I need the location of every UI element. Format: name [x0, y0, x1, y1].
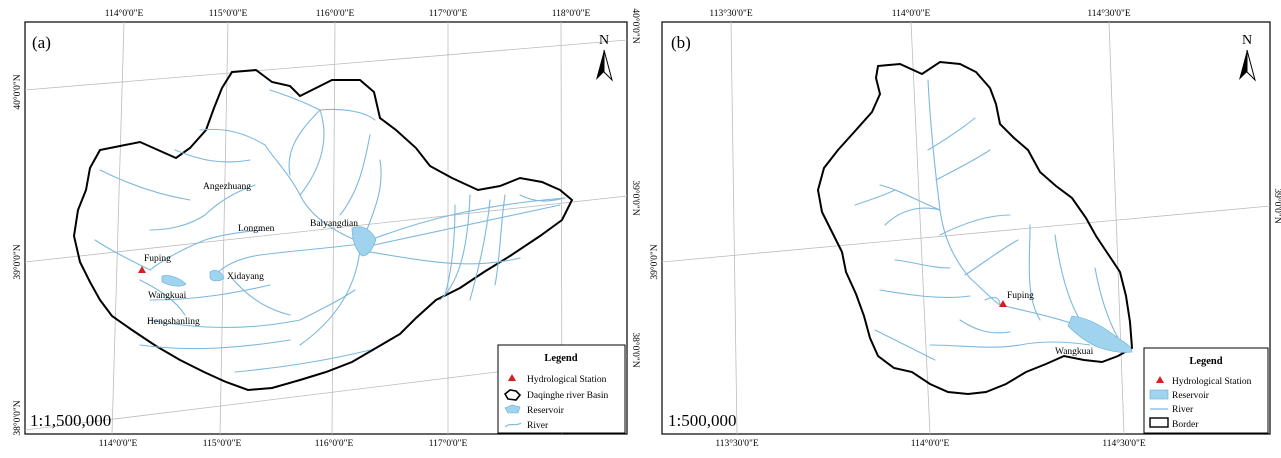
svg-text:N: N [599, 33, 609, 48]
tick-left-b-0: 39°0'0"N [649, 244, 660, 279]
place-angezhuang: Angezhuang [203, 182, 251, 192]
place-baiyangdian: Baiyangdian [310, 219, 358, 229]
tick-right-a-1: 39°0'0"N [630, 180, 641, 215]
legend-b-item-1: Reservoir [1172, 391, 1210, 401]
legend-a-station-symbol [508, 374, 516, 381]
tick-bottom-a-0: 114°0'0"E [99, 438, 138, 449]
tick-top-a-0: 114°0'0"E [105, 8, 144, 19]
tick-right-a-2: 38°0'0"N [630, 332, 641, 367]
panel-a-rivers [94, 89, 566, 373]
tick-bottom-b-0: 113°30'0"E [715, 438, 759, 449]
legend-a-river-symbol [504, 422, 522, 428]
tick-top-b-2: 114°30'0"E [1087, 8, 1131, 19]
tick-right-a-0: 40°0'0"N [630, 8, 641, 43]
wangkuai-reservoir-b [1067, 315, 1133, 353]
wangkuai-reservoir [161, 275, 187, 287]
legend-a-item-3: River [527, 421, 549, 431]
legend-a-title: Legend [544, 353, 577, 364]
panel-a: Angezhuang Longmen Baiyangdian Fuping Xi… [12, 8, 641, 449]
legend-b-item-2: River [1172, 405, 1194, 415]
place-xidayang: Xidayang [227, 272, 264, 282]
panel-b-scale: 1:500,000 [668, 411, 736, 430]
panel-a-scale: 1:1,500,000 [30, 411, 111, 430]
legend-a-item-0: Hydrological Station [527, 375, 607, 385]
tick-left-a-1: 39°0'0"N [12, 244, 23, 279]
panel-a-legend: Legend Hydrological Station Daqinghe riv… [497, 344, 626, 434]
tick-left-a-2: 38°0'0"N [12, 400, 23, 435]
svg-text:N: N [1242, 33, 1252, 48]
legend-b-reservoir-symbol [1149, 389, 1169, 400]
panel-a-label: (a) [32, 33, 51, 52]
legend-b-item-0: Hydrological Station [1172, 377, 1252, 387]
tick-bottom-b-2: 114°30'0"E [1102, 438, 1146, 449]
panel-b-graticule [662, 22, 1270, 434]
place-wangkuai-b: Wangkuai [1055, 347, 1094, 357]
tick-top-b-0: 113°30'0"E [709, 8, 753, 19]
north-arrow-b: N [1239, 33, 1256, 82]
fuping-basin-border [816, 60, 1134, 396]
panel-b: Fuping Wangkuai 113°30'0"E 114°0'0"E 114… [649, 8, 1281, 449]
tick-bottom-a-1: 115°0'0"E [203, 438, 242, 449]
legend-a-basin-symbol [503, 389, 522, 401]
place-fuping: Fuping [144, 254, 171, 264]
tick-bottom-a-2: 116°0'0"E [315, 438, 354, 449]
legend-a-reservoir-symbol [504, 404, 521, 414]
fuping-station-marker-b [999, 300, 1007, 307]
tick-top-a-2: 116°0'0"E [316, 8, 355, 19]
panel-b-label: (b) [671, 33, 691, 52]
legend-b-station-symbol [1156, 376, 1164, 383]
north-arrow-a: N [596, 33, 613, 82]
xidayang-reservoir [209, 270, 225, 282]
place-longmen: Longmen [238, 224, 275, 234]
place-fuping-b: Fuping [1007, 291, 1034, 301]
tick-top-a-1: 115°0'0"E [209, 8, 248, 19]
legend-a-item-1: Daqinghe river Basin [527, 391, 609, 401]
place-hengshanling: Hengshanling [147, 317, 200, 327]
tick-top-a-4: 118°0'0"E [552, 8, 591, 19]
legend-b-border-symbol [1149, 417, 1169, 428]
baiyangdian-reservoir [351, 226, 377, 257]
tick-top-b-1: 114°0'0"E [892, 8, 931, 19]
tick-right-b-0: 39°0'0"N [1272, 188, 1281, 223]
panel-a-reservoirs [161, 226, 377, 287]
tick-bottom-a-3: 117°0'0"E [429, 438, 468, 449]
tick-bottom-b-1: 114°0'0"E [911, 438, 950, 449]
legend-a-item-2: Reservoir [527, 406, 565, 416]
place-wangkuai: Wangkuai [148, 291, 187, 301]
legend-b-item-3: Border [1172, 420, 1199, 430]
tick-left-a-0: 40°0'0"N [12, 74, 23, 109]
fuping-station-marker [138, 266, 146, 273]
panel-b-legend: Legend Hydrological Station Reservoir Ri… [1143, 347, 1269, 434]
panel-a-graticule [25, 22, 627, 434]
tick-top-a-3: 117°0'0"E [429, 8, 468, 19]
daqinghe-basin-boundary [72, 68, 574, 392]
legend-b-title: Legend [1189, 356, 1222, 367]
